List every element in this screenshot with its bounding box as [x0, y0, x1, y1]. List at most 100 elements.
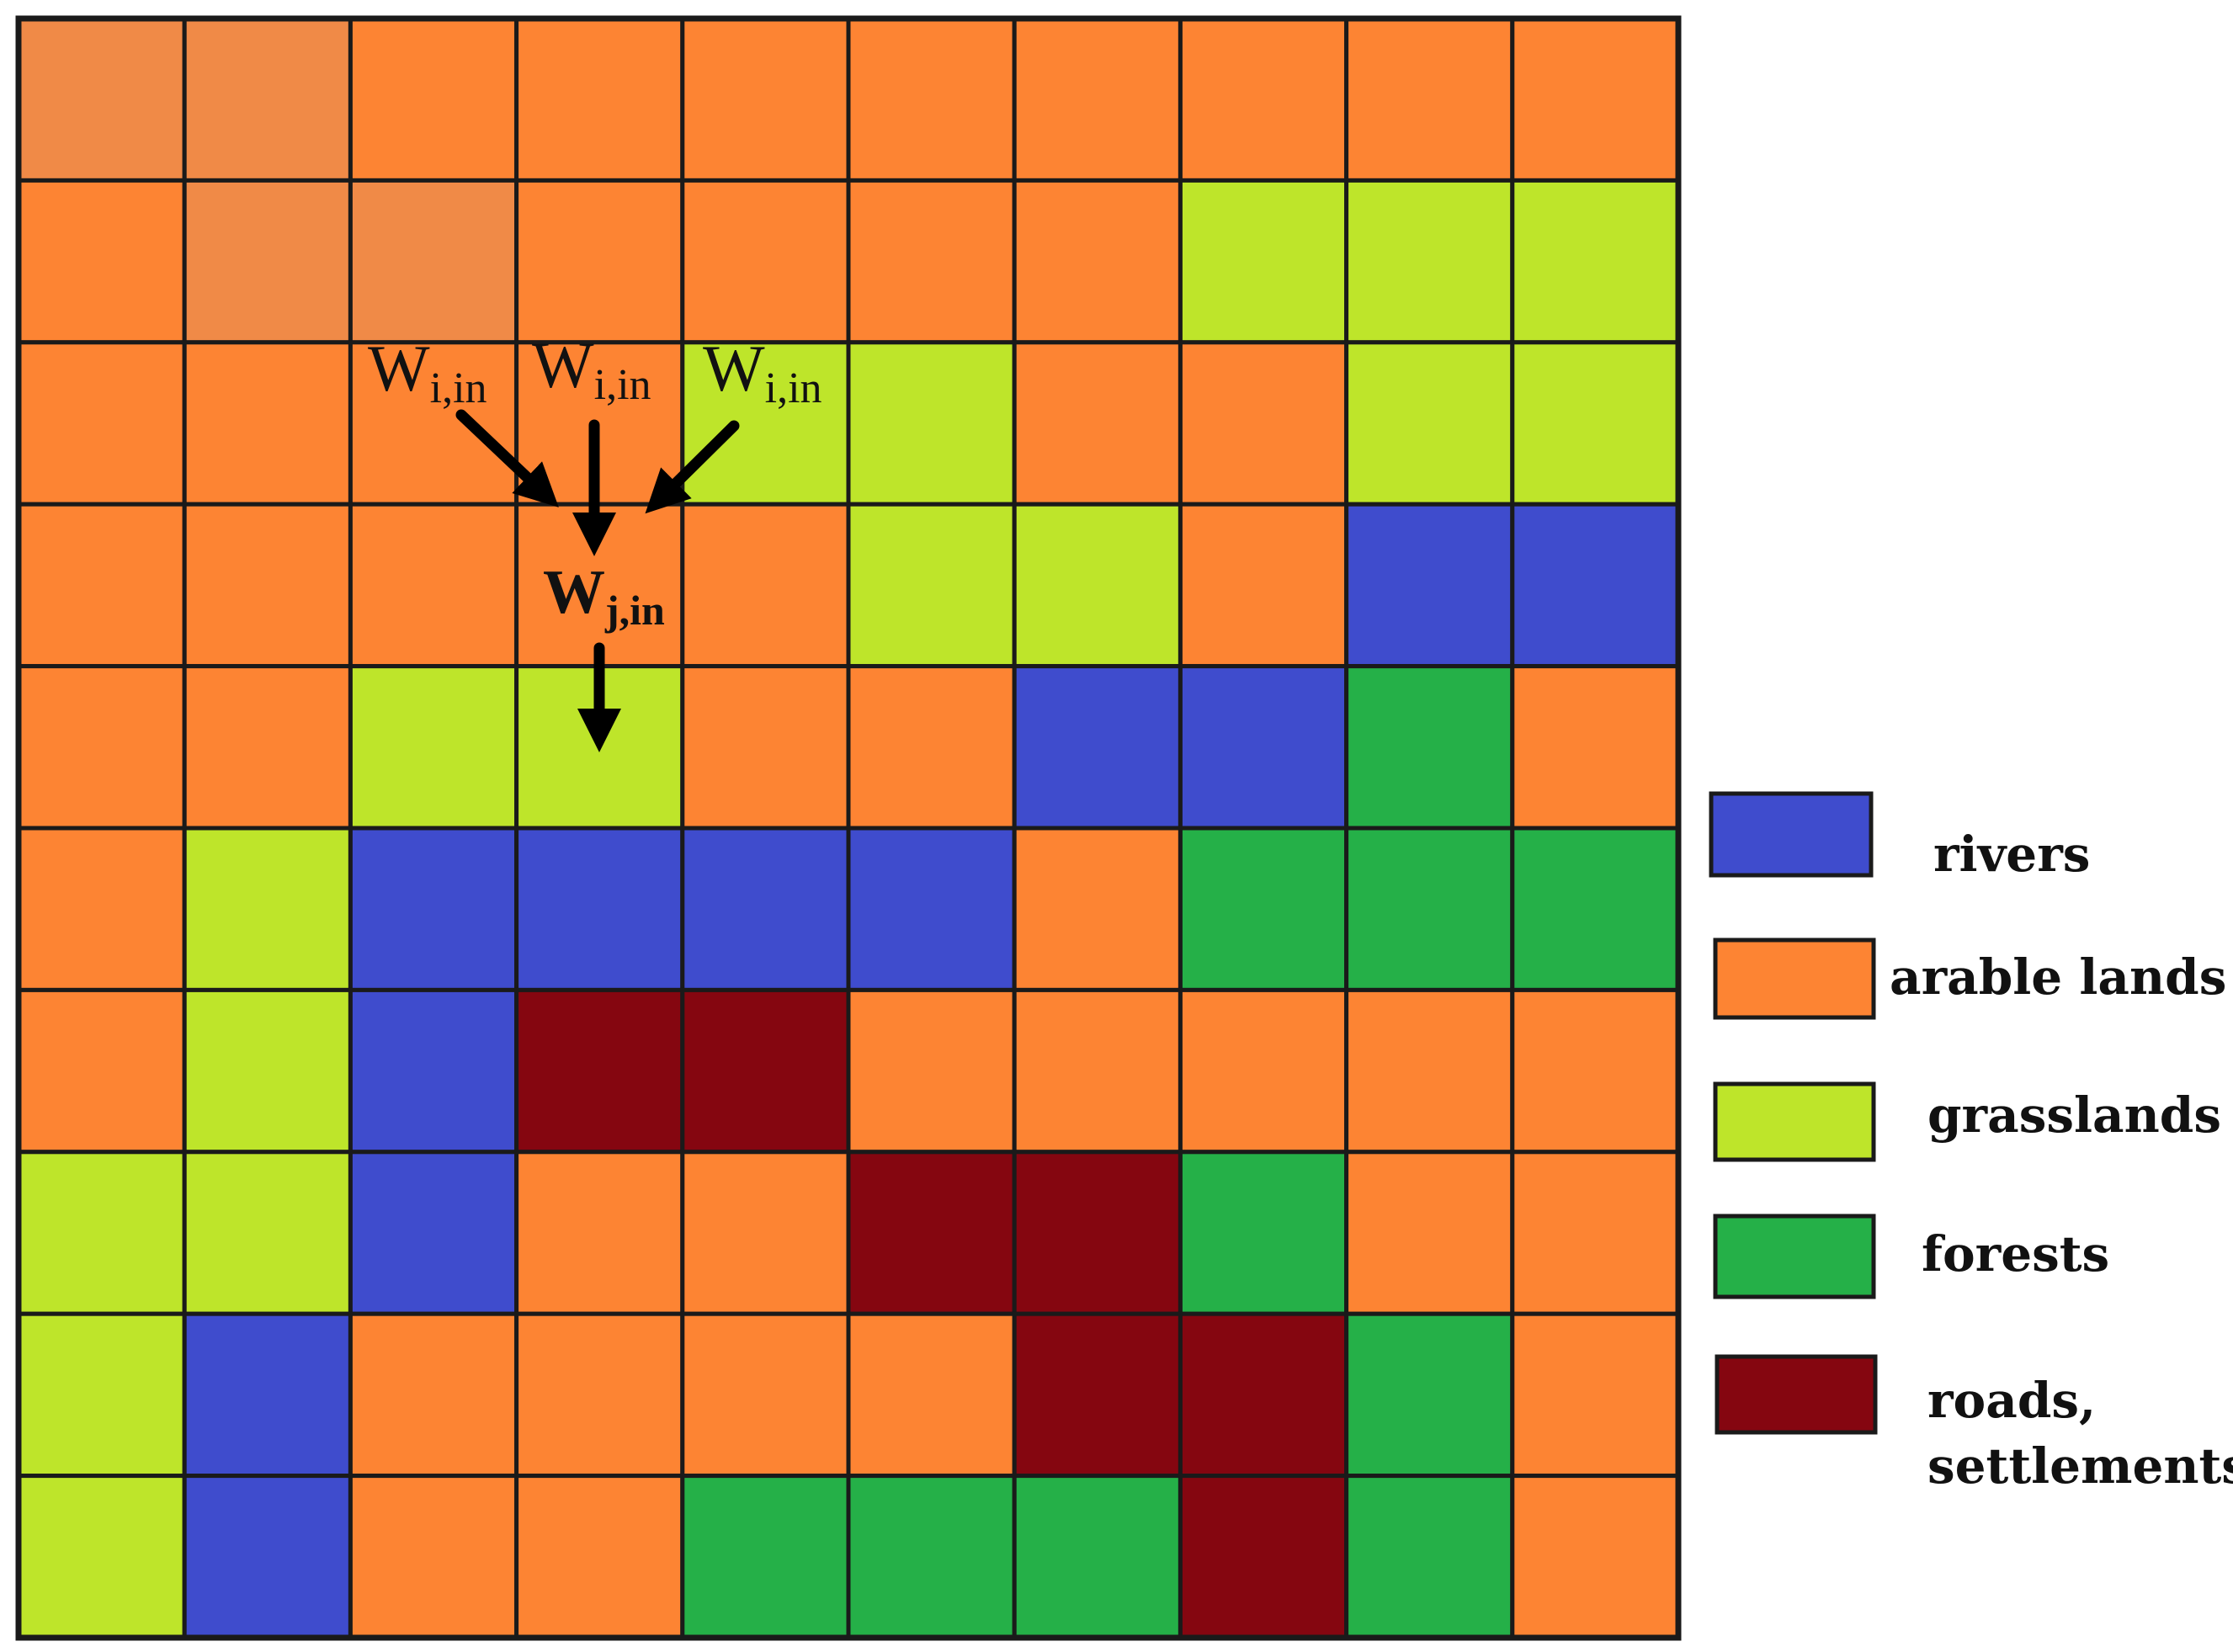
- grid-cell-rivers: [348, 987, 519, 1155]
- grid-cell-arable: [348, 502, 519, 669]
- grid-cell-arable: [348, 340, 519, 507]
- grid-cell-grass: [182, 987, 353, 1155]
- grid-cell-arable: [514, 178, 685, 345]
- grid-cell-arable: [182, 340, 353, 507]
- grid-cell-rivers: [514, 826, 685, 992]
- grid-cell-grass: [1012, 502, 1183, 669]
- grid-cell-grass: [1344, 178, 1515, 345]
- grid-cell-arable: [1178, 987, 1349, 1155]
- grid-frame: [15, 15, 1682, 1641]
- grid-cell-grass: [16, 1474, 187, 1640]
- grid-cell-arable: [348, 16, 519, 183]
- inflow-arrow-left: [455, 409, 559, 507]
- grid-cell-rivers: [348, 1150, 519, 1316]
- inflow-arrow-right: [645, 420, 740, 514]
- grid-cell-arable: [680, 16, 851, 183]
- legend-label-settlements: settlements: [1927, 1437, 2233, 1495]
- inflow-label-left: Wi,in: [368, 332, 487, 412]
- grid-cell-grass: [182, 1150, 353, 1316]
- grid-cell-rivers: [182, 1311, 353, 1479]
- grid-cell-grass: [846, 502, 1017, 669]
- grid-cell-arable: [1344, 16, 1515, 183]
- grid-cell-arable: [514, 1150, 685, 1316]
- grid-cell-rivers: [1510, 502, 1681, 669]
- grid-cell-forest: [1178, 826, 1349, 992]
- grid-cell-grass: [846, 340, 1017, 507]
- grid-cell-rivers: [182, 1474, 353, 1640]
- legend-label-arable: arable lands: [1890, 948, 2226, 1006]
- grid-cell-arable: [1012, 987, 1183, 1155]
- grid-cell-forest: [1178, 1150, 1349, 1316]
- grid-cell-arable: [182, 664, 353, 831]
- grid-cell-arable: [1510, 1311, 1681, 1479]
- grid-cell-forest: [846, 1474, 1017, 1640]
- grid-cell-forest: [1344, 826, 1515, 992]
- legend: rivers arable lands grasslands forests r…: [1709, 791, 2233, 1495]
- grid-cell-arable: [846, 1311, 1017, 1479]
- inflow-label-center: Wi,in: [532, 328, 651, 409]
- grid-cell-arable: [1012, 178, 1183, 345]
- grid-cell-grass: [16, 1311, 187, 1479]
- legend-label-rivers: rivers: [1933, 826, 2090, 883]
- grid-cell-roads: [846, 1150, 1017, 1316]
- grid-cell-roads: [680, 987, 851, 1155]
- grid-cell-arable: [1012, 16, 1183, 183]
- grid-cell-arable: [846, 16, 1017, 183]
- grid-cell-arable: [16, 987, 187, 1155]
- legend-swatch-arable: [1713, 938, 1876, 1020]
- grid-cell-arable_light: [348, 178, 519, 345]
- legend-label-roads: roads,: [1927, 1372, 2096, 1429]
- legend-label-forests: forests: [1922, 1225, 2109, 1283]
- land-use-grid: [16, 16, 1681, 1640]
- grid-cell-grass: [16, 1150, 187, 1316]
- grid-cell-arable: [680, 664, 851, 831]
- grid-cell-arable: [182, 502, 353, 669]
- grid-cell-arable: [16, 340, 187, 507]
- grid-cell-forest: [1510, 826, 1681, 992]
- grid-cell-arable: [846, 664, 1017, 831]
- grid-cell-rivers: [680, 826, 851, 992]
- grid-cell-grass: [1510, 178, 1681, 345]
- grid-cell-arable: [1178, 340, 1349, 507]
- grid-cell-rivers: [1178, 664, 1349, 831]
- grid-cell-arable: [1510, 16, 1681, 183]
- grid-cell-arable: [1012, 340, 1183, 507]
- grid-cell-roads: [514, 987, 685, 1155]
- grid-cell-arable: [16, 502, 187, 669]
- grid-cell-arable: [1510, 1150, 1681, 1316]
- inflow-label-right: Wi,in: [703, 332, 822, 412]
- grid-cell-arable: [680, 1311, 851, 1479]
- legend-label-grasslands: grasslands: [1927, 1086, 2221, 1144]
- grid-cell-arable: [348, 1474, 519, 1640]
- grid-cell-grass: [348, 664, 519, 831]
- grid-cell-arable: [16, 664, 187, 831]
- target-cell-label: Wj,in: [543, 558, 665, 634]
- grid-cell-arable: [1510, 664, 1681, 831]
- grid-cell-arable: [680, 178, 851, 345]
- grid-cell-arable_light: [182, 16, 353, 183]
- grid-cell-rivers: [348, 826, 519, 992]
- grid-cell-roads: [1012, 1150, 1183, 1316]
- grid-cell-arable: [1178, 16, 1349, 183]
- grid-cell-rivers: [1012, 664, 1183, 831]
- grid-cell-roads: [1178, 1311, 1349, 1479]
- grid-cell-grass: [182, 826, 353, 992]
- grid-cell-arable: [680, 502, 851, 669]
- grid-cell-arable_light: [182, 178, 353, 345]
- grid-cell-forest: [680, 1474, 851, 1640]
- grid-cell-rivers: [1344, 502, 1515, 669]
- grid-cell-forest: [1344, 664, 1515, 831]
- grid-cell-arable: [16, 178, 187, 345]
- grid-cell-roads: [1012, 1311, 1183, 1479]
- grid-cell-arable: [680, 1150, 851, 1316]
- grid-cell-grass: [1510, 340, 1681, 507]
- grid-cell-arable: [514, 16, 685, 183]
- grid-cell-arable: [348, 1311, 519, 1479]
- grid-cell-grass: [1178, 178, 1349, 345]
- grid-cell-grass: [1344, 340, 1515, 507]
- grid-cell-arable: [514, 1474, 685, 1640]
- grid-cell-arable: [1344, 987, 1515, 1155]
- grid-cell-arable: [1510, 1474, 1681, 1640]
- grid-cell-rivers: [846, 826, 1017, 992]
